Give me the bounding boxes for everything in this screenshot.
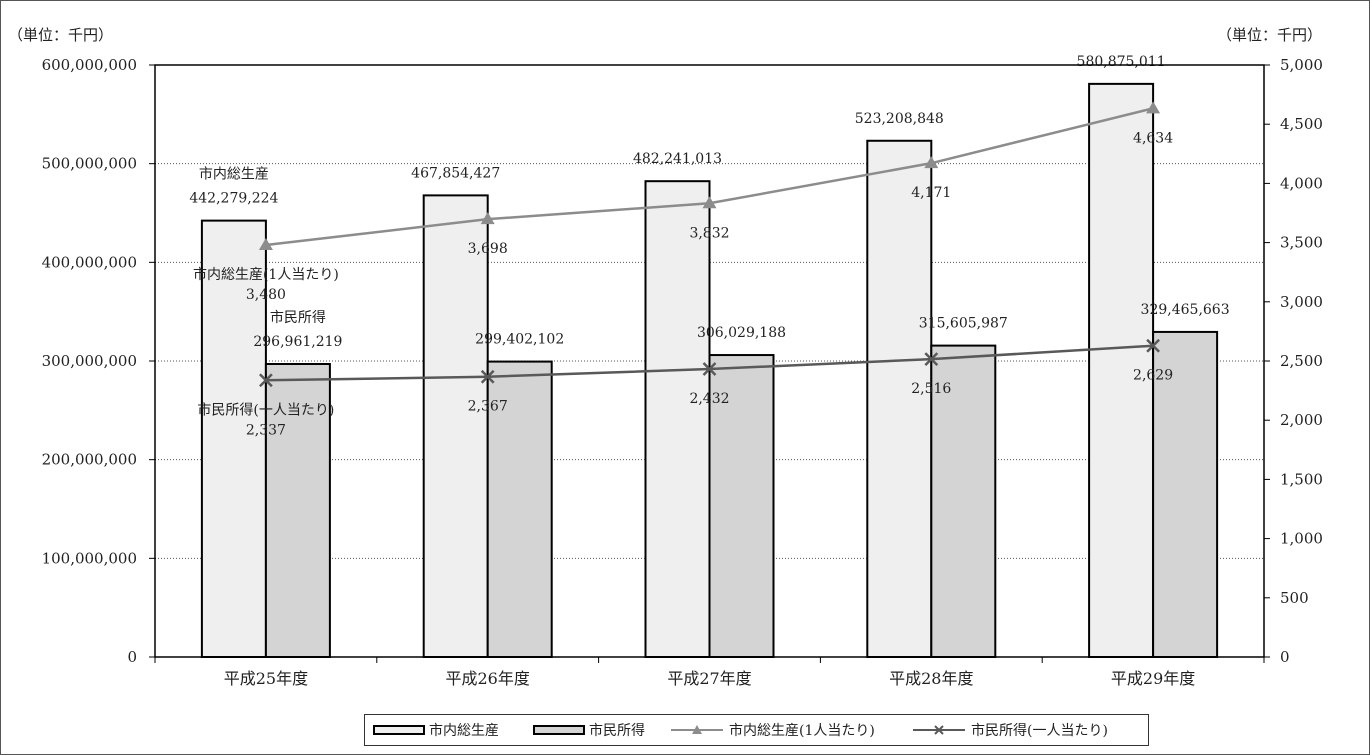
axes: 0 100,000,000 200,000,000 300,000,000 400,00… bbox=[42, 56, 1323, 688]
right-axis-tick-label: 0 bbox=[1280, 648, 1290, 666]
data-label-gross-product: 467,854,427 bbox=[411, 165, 500, 181]
left-axis-tick-label: 400,000,000 bbox=[42, 253, 137, 271]
data-label-gross-product: 523,208,848 bbox=[855, 111, 944, 127]
legend-swatch-gross-product bbox=[373, 725, 425, 735]
marker-x bbox=[480, 369, 495, 384]
bar-citizen-income bbox=[930, 344, 997, 658]
legend: 市内総生産 市民所得 市内総生産(1人当たり) 市民所得(一人当たり) bbox=[364, 714, 1149, 746]
right-axis-tick-label: 2,000 bbox=[1280, 411, 1323, 429]
left-axis-tick-label: 200,000,000 bbox=[42, 451, 137, 469]
right-axis-tick-label: 5,000 bbox=[1280, 56, 1323, 74]
legend-label-gross-product-per-capita: 市内総生産(1人当たり) bbox=[729, 723, 875, 739]
data-label-series-name: 市内総生産 bbox=[199, 166, 269, 183]
gridlines bbox=[155, 163, 1264, 559]
marker-triangle bbox=[702, 196, 717, 209]
marker-triangle bbox=[924, 156, 939, 169]
right-axis-tick-label: 3,000 bbox=[1280, 293, 1323, 311]
legend-label-citizen-income-per-capita: 市民所得(一人当たり) bbox=[971, 723, 1108, 739]
x-axis-category-label: 平成29年度 bbox=[1111, 669, 1195, 688]
x-axis-category-label: 平成28年度 bbox=[889, 669, 973, 688]
data-label-gross-product-per-capita: 4,171 bbox=[911, 185, 951, 201]
right-axis-unit: （単位：千円） bbox=[1217, 26, 1322, 44]
marker-triangle bbox=[258, 237, 273, 250]
right-axis-tick-label: 3,500 bbox=[1280, 234, 1323, 252]
data-label-citizen-income-per-capita: 2,516 bbox=[911, 381, 951, 397]
data-label-series-name: 市内総生産(1人当たり) bbox=[193, 266, 339, 283]
data-label-citizen-income-per-capita: 2,337 bbox=[246, 422, 286, 438]
data-label-gross-product: 442,279,224 bbox=[189, 191, 278, 207]
marker-triangle bbox=[1146, 101, 1161, 114]
left-axis-tick-label: 500,000,000 bbox=[42, 155, 137, 173]
data-label-series-name: 市民所得(一人当たり) bbox=[197, 401, 334, 418]
bar-gross-product bbox=[866, 139, 933, 658]
legend-label-citizen-income: 市民所得 bbox=[589, 723, 645, 739]
right-axis-tick-label: 500 bbox=[1280, 589, 1309, 607]
data-label-citizen-income: 306,029,188 bbox=[697, 325, 786, 341]
data-label-gross-product-per-capita: 3,832 bbox=[689, 225, 729, 241]
left-axis-tick-label: 600,000,000 bbox=[42, 56, 137, 74]
bar-gross-product bbox=[422, 194, 489, 658]
x-axis-category-label: 平成25年度 bbox=[224, 669, 308, 688]
x-axis-category-label: 平成26年度 bbox=[446, 669, 530, 688]
left-axis-tick-label: 300,000,000 bbox=[42, 352, 137, 370]
right-axis-tick-label: 4,000 bbox=[1280, 174, 1323, 192]
legend-label-gross-product: 市内総生産 bbox=[429, 723, 499, 739]
bars bbox=[200, 82, 1219, 658]
bar-citizen-income bbox=[486, 360, 553, 658]
legend-swatch-gross-product-per-capita bbox=[671, 725, 723, 734]
data-label-citizen-income-per-capita: 2,432 bbox=[689, 391, 729, 407]
data-label-gross-product: 580,875,011 bbox=[1077, 54, 1166, 70]
marker-x bbox=[702, 362, 717, 376]
marker-x bbox=[1146, 338, 1160, 353]
legend-item-gross-product: 市内総生産 bbox=[373, 720, 499, 740]
data-label-series-name: 市民所得 bbox=[270, 309, 326, 326]
data-label-citizen-income-per-capita: 2,629 bbox=[1133, 368, 1173, 384]
lines bbox=[258, 101, 1161, 388]
marker-x bbox=[924, 352, 939, 366]
left-axis-tick-label: 0 bbox=[127, 648, 137, 666]
left-axis-tick-label: 100,000,000 bbox=[42, 549, 137, 567]
right-axis-tick-label: 4,500 bbox=[1280, 115, 1323, 133]
legend-item-gross-product-per-capita: 市内総生産(1人当たり) bbox=[669, 720, 875, 740]
legend-swatch-citizen-income-per-capita bbox=[913, 725, 965, 735]
bar-citizen-income bbox=[1152, 330, 1219, 658]
data-label-citizen-income: 315,605,987 bbox=[919, 316, 1008, 332]
right-axis-tick-label: 1,500 bbox=[1280, 470, 1323, 488]
data-label-gross-product: 482,241,013 bbox=[633, 151, 722, 167]
bar-gross-product bbox=[644, 180, 711, 658]
data-label-citizen-income: 329,465,663 bbox=[1141, 302, 1230, 318]
bar-citizen-income bbox=[264, 362, 331, 658]
data-label-citizen-income: 296,961,219 bbox=[253, 334, 342, 350]
data-label-gross-product-per-capita: 4,634 bbox=[1133, 130, 1173, 146]
right-axis-tick-label: 2,500 bbox=[1280, 352, 1323, 370]
x-axis-category-label: 平成27年度 bbox=[667, 669, 751, 688]
legend-swatch-citizen-income bbox=[533, 725, 585, 735]
data-label-gross-product-per-capita: 3,698 bbox=[468, 241, 508, 257]
data-label-citizen-income: 299,402,102 bbox=[475, 332, 564, 348]
legend-item-citizen-income-per-capita: 市民所得(一人当たり) bbox=[911, 720, 1108, 740]
left-axis-unit: （単位：千円） bbox=[8, 26, 113, 44]
marker-triangle bbox=[480, 212, 495, 225]
bar-citizen-income bbox=[708, 354, 775, 658]
data-label-gross-product-per-capita: 3,480 bbox=[246, 287, 286, 303]
marker-x bbox=[259, 373, 273, 388]
data-label-citizen-income-per-capita: 2,367 bbox=[468, 399, 508, 415]
right-axis-tick-label: 1,000 bbox=[1280, 530, 1323, 548]
legend-item-citizen-income: 市民所得 bbox=[533, 720, 645, 740]
